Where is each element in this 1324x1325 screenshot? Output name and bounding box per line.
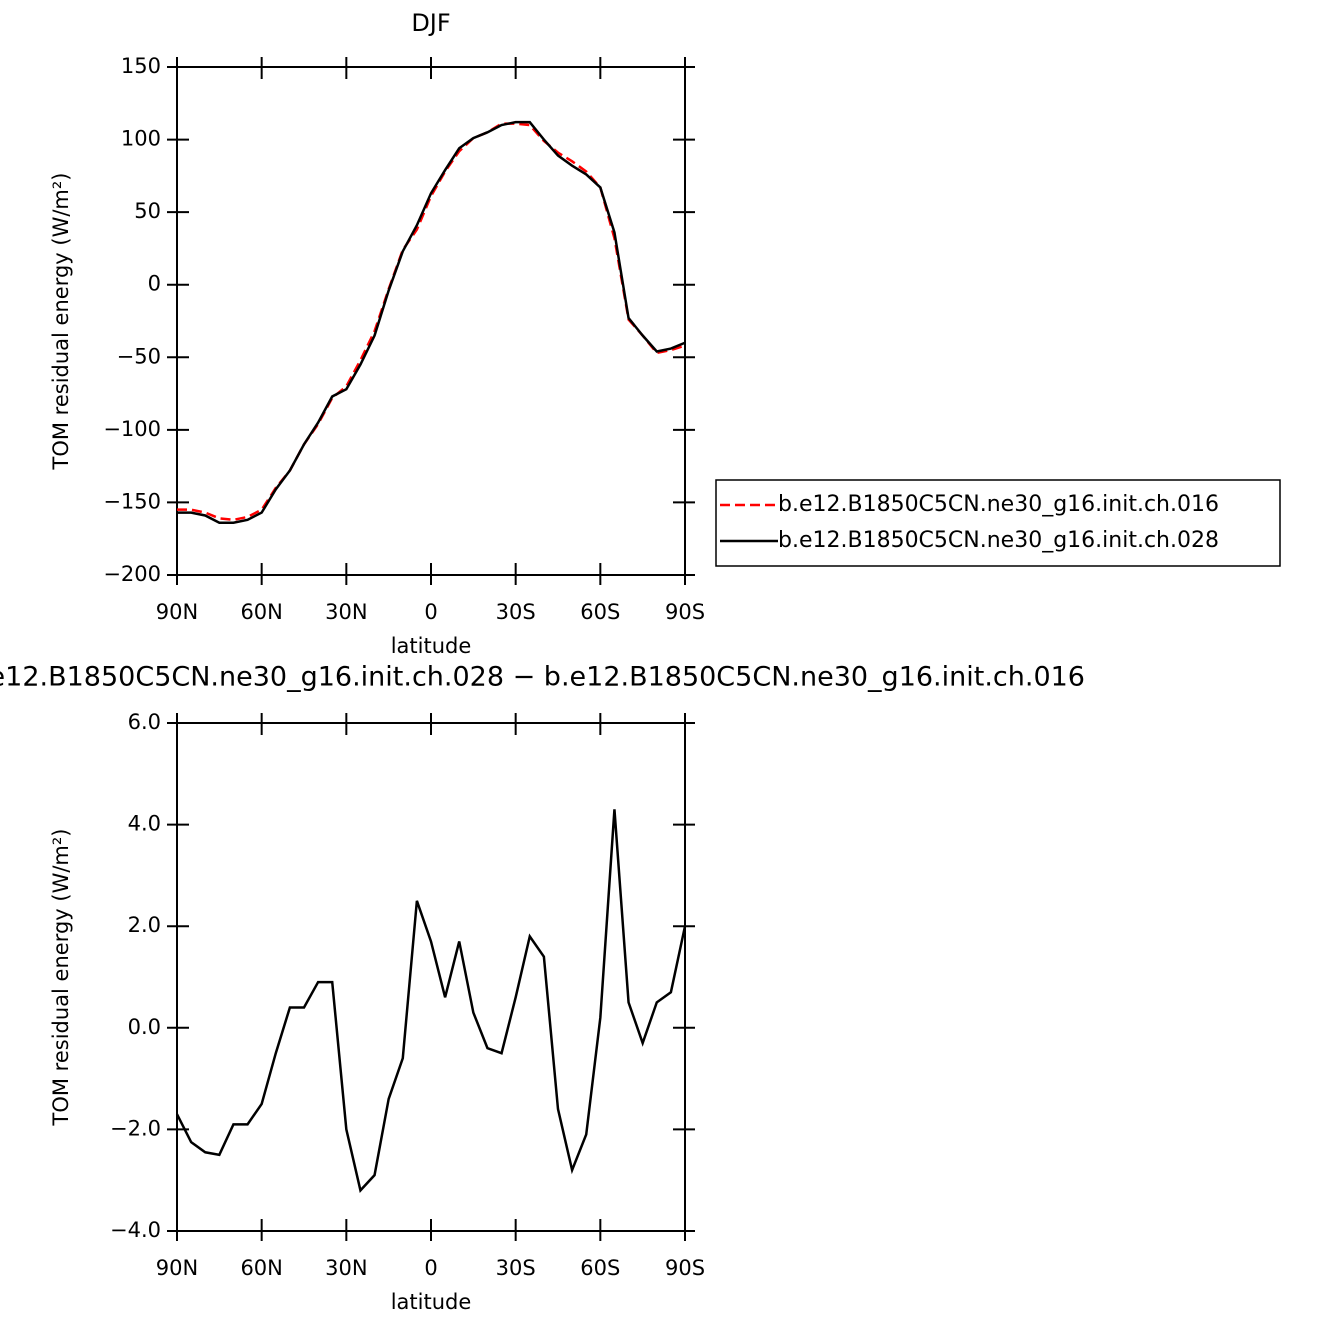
legend-box <box>715 479 1281 567</box>
plot-frame <box>176 66 686 576</box>
y-axis-label: TOM residual energy (W/m²) <box>49 173 73 471</box>
y-tick-label: 100 <box>121 127 161 151</box>
chart-title: DJF <box>411 9 450 37</box>
data-line <box>175 809 687 1193</box>
y-tick-label: 6.0 <box>128 710 161 734</box>
y-tick-label: −100 <box>103 417 161 441</box>
y-axis-label: TOM residual energy (W/m²) <box>49 829 73 1127</box>
y-tick-label: 0 <box>148 272 161 296</box>
x-tick-label: 60N <box>240 1256 282 1280</box>
x-axis-label: latitude <box>391 634 472 658</box>
y-tick-label: 4.0 <box>128 812 161 836</box>
legend-label: b.e12.B1850C5CN.ne30_g16.init.ch.016 <box>778 492 1219 517</box>
legend-label: b.e12.B1850C5CN.ne30_g16.init.ch.028 <box>778 528 1219 553</box>
x-tick-label: 60N <box>240 600 282 624</box>
y-tick-label: −50 <box>117 344 161 368</box>
x-tick-label: 60S <box>580 1256 620 1280</box>
x-axis-label: latitude <box>391 1290 472 1314</box>
y-tick-label: 50 <box>134 199 161 223</box>
x-tick-label: 30N <box>325 600 367 624</box>
x-tick-label: 90N <box>156 1256 198 1280</box>
x-tick-label: 90S <box>665 600 705 624</box>
x-tick-label: 30S <box>496 600 536 624</box>
y-tick-label: −2.0 <box>110 1116 161 1140</box>
x-tick-label: 90S <box>665 1256 705 1280</box>
x-tick-label: 0 <box>424 600 437 624</box>
x-tick-label: 30S <box>496 1256 536 1280</box>
y-tick-label: 2.0 <box>128 913 161 937</box>
y-tick-label: −200 <box>103 562 161 586</box>
y-tick-label: 150 <box>121 54 161 78</box>
data-line <box>177 122 686 522</box>
y-tick-label: −4.0 <box>110 1218 161 1242</box>
y-tick-label: −150 <box>103 489 161 513</box>
x-tick-label: 60S <box>580 600 620 624</box>
x-tick-label: 90N <box>156 600 198 624</box>
y-tick-label: 0.0 <box>128 1015 161 1039</box>
chart-title: b.e12.B1850C5CN.ne30_g16.init.ch.028 − b… <box>0 662 1085 693</box>
x-tick-label: 30N <box>325 1256 367 1280</box>
x-tick-label: 0 <box>424 1256 437 1280</box>
data-line <box>177 120 686 524</box>
plot-frame <box>176 722 686 1232</box>
